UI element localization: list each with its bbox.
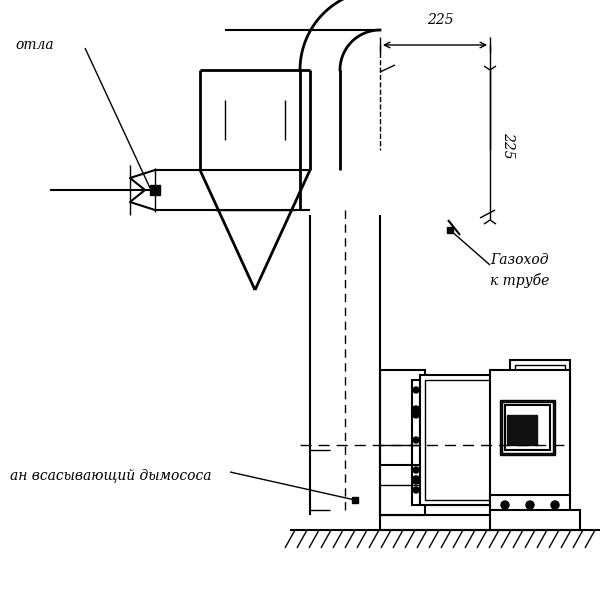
- Circle shape: [412, 476, 420, 484]
- Text: отла: отла: [15, 38, 53, 52]
- Circle shape: [413, 487, 419, 493]
- Text: ан всасывающий дымососа: ан всасывающий дымососа: [10, 468, 212, 482]
- Bar: [490, 495, 570, 515]
- Bar: [447, 227, 453, 233]
- Bar: [380, 515, 535, 530]
- Text: Газоход
к трубе: Газоход к трубе: [490, 253, 550, 287]
- Circle shape: [413, 467, 419, 473]
- Bar: [490, 370, 570, 500]
- Bar: [515, 365, 565, 400]
- Bar: [510, 360, 570, 405]
- Circle shape: [526, 501, 534, 509]
- Bar: [500, 400, 555, 455]
- Bar: [425, 380, 495, 500]
- Bar: [490, 510, 580, 530]
- Circle shape: [551, 501, 559, 509]
- Bar: [455, 415, 515, 465]
- Bar: [520, 375, 558, 395]
- Circle shape: [413, 412, 419, 418]
- Bar: [352, 497, 358, 503]
- Circle shape: [413, 387, 419, 393]
- Circle shape: [413, 437, 419, 443]
- Bar: [420, 375, 500, 505]
- Bar: [505, 405, 550, 450]
- Bar: [150, 185, 160, 195]
- Bar: [460, 420, 510, 460]
- Text: 225: 225: [501, 131, 515, 158]
- Bar: [412, 380, 420, 505]
- Bar: [380, 370, 425, 515]
- Bar: [420, 380, 550, 505]
- Circle shape: [501, 501, 509, 509]
- Text: 225: 225: [427, 13, 454, 27]
- Bar: [507, 415, 537, 445]
- Bar: [502, 402, 553, 453]
- Circle shape: [412, 406, 420, 414]
- Bar: [455, 415, 515, 465]
